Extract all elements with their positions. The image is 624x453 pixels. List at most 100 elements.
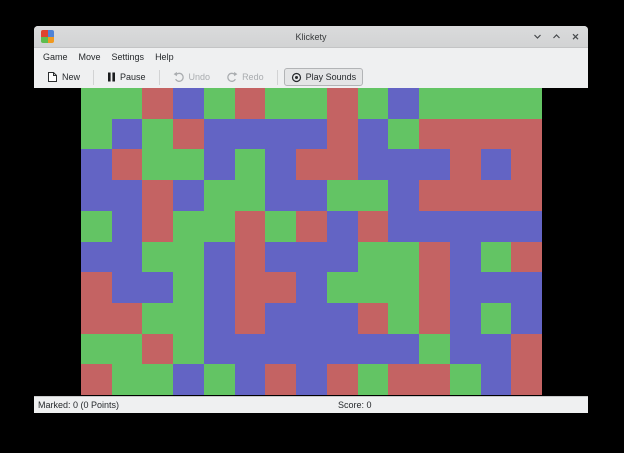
board-cell[interactable] xyxy=(111,149,143,181)
board-cell[interactable] xyxy=(173,210,204,242)
board-cell[interactable] xyxy=(142,88,174,119)
board-cell[interactable] xyxy=(203,149,235,181)
board-cell[interactable] xyxy=(81,210,112,242)
board-cell[interactable] xyxy=(142,364,174,395)
board-cell[interactable] xyxy=(142,149,174,181)
board-cell[interactable] xyxy=(265,149,297,181)
board-cell[interactable] xyxy=(234,272,266,303)
board-cell[interactable] xyxy=(81,118,112,150)
board-cell[interactable] xyxy=(142,302,174,334)
board-cell[interactable] xyxy=(449,118,481,150)
board-cell[interactable] xyxy=(296,333,327,365)
board-cell[interactable] xyxy=(449,241,481,273)
board-cell[interactable] xyxy=(357,241,389,273)
board-cell[interactable] xyxy=(234,302,266,334)
board-cell[interactable] xyxy=(296,302,327,334)
board-cell[interactable] xyxy=(265,302,297,334)
board-cell[interactable] xyxy=(203,180,235,211)
board-cell[interactable] xyxy=(480,210,512,242)
board-cell[interactable] xyxy=(173,88,204,119)
board-cell[interactable] xyxy=(480,302,512,334)
board-cell[interactable] xyxy=(234,241,266,273)
board-cell[interactable] xyxy=(388,333,420,365)
board-cell[interactable] xyxy=(142,241,174,273)
board-cell[interactable] xyxy=(142,180,174,211)
board-cell[interactable] xyxy=(326,333,358,365)
board-cell[interactable] xyxy=(357,118,389,150)
redo-button[interactable]: Redo xyxy=(219,68,271,86)
board-cell[interactable] xyxy=(388,241,420,273)
board-cell[interactable] xyxy=(81,272,112,303)
board-cell[interactable] xyxy=(326,241,358,273)
board-cell[interactable] xyxy=(111,118,143,150)
board-cell[interactable] xyxy=(480,241,512,273)
board-cell[interactable] xyxy=(203,118,235,150)
board-cell[interactable] xyxy=(449,302,481,334)
menu-help[interactable]: Help xyxy=(155,52,174,62)
board-cell[interactable] xyxy=(81,88,112,119)
board-cell[interactable] xyxy=(480,180,512,211)
board-cell[interactable] xyxy=(511,272,542,303)
board-cell[interactable] xyxy=(265,180,297,211)
board-cell[interactable] xyxy=(203,272,235,303)
board-cell[interactable] xyxy=(511,333,542,365)
board-cell[interactable] xyxy=(511,364,542,395)
board-cell[interactable] xyxy=(388,118,420,150)
titlebar[interactable]: Klickety xyxy=(34,26,588,48)
board-cell[interactable] xyxy=(388,272,420,303)
board-cell[interactable] xyxy=(511,118,542,150)
board-cell[interactable] xyxy=(388,364,420,395)
board-cell[interactable] xyxy=(449,364,481,395)
board-cell[interactable] xyxy=(326,210,358,242)
maximize-button[interactable] xyxy=(550,31,562,43)
close-button[interactable] xyxy=(569,31,581,43)
board-cell[interactable] xyxy=(111,210,143,242)
board-cell[interactable] xyxy=(234,333,266,365)
board-cell[interactable] xyxy=(449,180,481,211)
board-cell[interactable] xyxy=(357,210,389,242)
play-sounds-button[interactable]: Play Sounds xyxy=(283,68,364,86)
board-cell[interactable] xyxy=(511,302,542,334)
board-cell[interactable] xyxy=(480,272,512,303)
undo-button[interactable]: Undo xyxy=(166,68,218,86)
pause-button[interactable]: Pause xyxy=(100,68,153,86)
board-cell[interactable] xyxy=(296,364,327,395)
board-cell[interactable] xyxy=(142,272,174,303)
board-cell[interactable] xyxy=(173,272,204,303)
board-cell[interactable] xyxy=(234,180,266,211)
board-cell[interactable] xyxy=(326,118,358,150)
board-cell[interactable] xyxy=(203,210,235,242)
board-cell[interactable] xyxy=(173,149,204,181)
board-cell[interactable] xyxy=(234,118,266,150)
board-cell[interactable] xyxy=(203,302,235,334)
board-cell[interactable] xyxy=(111,333,143,365)
board-cell[interactable] xyxy=(203,364,235,395)
board-cell[interactable] xyxy=(480,149,512,181)
board-cell[interactable] xyxy=(419,180,450,211)
board-cell[interactable] xyxy=(173,241,204,273)
board-cell[interactable] xyxy=(419,272,450,303)
board-cell[interactable] xyxy=(419,118,450,150)
board-cell[interactable] xyxy=(449,149,481,181)
board-cell[interactable] xyxy=(419,210,450,242)
board-cell[interactable] xyxy=(449,88,481,119)
board-cell[interactable] xyxy=(142,210,174,242)
board-cell[interactable] xyxy=(326,180,358,211)
board-cell[interactable] xyxy=(326,272,358,303)
board-cell[interactable] xyxy=(449,333,481,365)
menu-game[interactable]: Game xyxy=(43,52,68,62)
board-cell[interactable] xyxy=(449,210,481,242)
board-cell[interactable] xyxy=(173,180,204,211)
board-cell[interactable] xyxy=(265,118,297,150)
board-cell[interactable] xyxy=(234,88,266,119)
board-cell[interactable] xyxy=(265,88,297,119)
board-cell[interactable] xyxy=(234,364,266,395)
board-cell[interactable] xyxy=(296,118,327,150)
board-cell[interactable] xyxy=(111,180,143,211)
board-cell[interactable] xyxy=(357,364,389,395)
board-cell[interactable] xyxy=(81,333,112,365)
board-cell[interactable] xyxy=(357,149,389,181)
board-cell[interactable] xyxy=(419,364,450,395)
board-cell[interactable] xyxy=(265,210,297,242)
menu-move[interactable]: Move xyxy=(78,52,101,62)
